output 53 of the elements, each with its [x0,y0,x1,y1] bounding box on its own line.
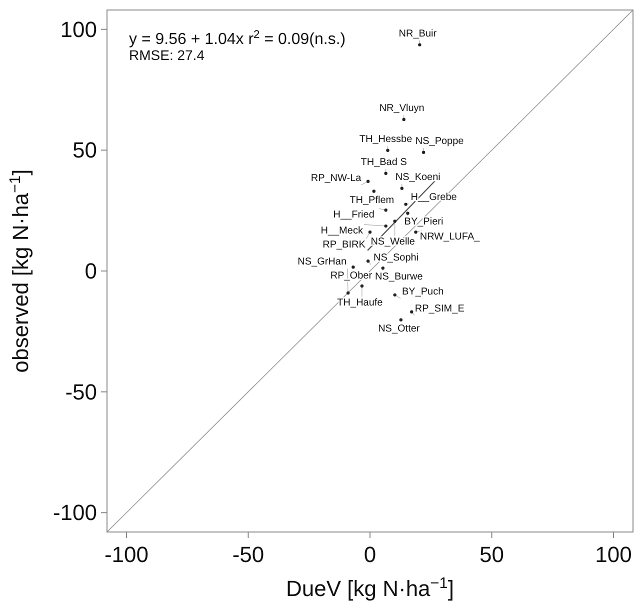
x-tick-label: 50 [480,542,504,567]
annotation: BY_Pieri [404,216,444,228]
x-axis-title: DueV [kg N·ha$^{−1}$] [286,574,454,601]
annotation: NS_Sophi [374,252,419,264]
point [366,180,370,183]
annotation: H__Fried [333,210,374,221]
annotation: TH_Pflem [350,194,394,206]
annotation: RP_Ober [330,270,373,282]
annotation: RMSE: 27.4 [129,47,205,63]
annotation: TH_Bad S [360,156,408,168]
annotation: BY_Puch [402,286,444,298]
point [422,150,426,154]
point [400,186,404,190]
x-tick-label: -50 [232,542,264,567]
y-tick-label: 0 [84,258,97,284]
point [399,318,403,322]
annotation: H__Meck [320,226,364,237]
point [386,148,390,152]
annotation: RP_SIM_E [414,303,465,314]
x-tick-label: 100 [595,542,632,567]
point [384,172,388,175]
point [368,230,372,234]
annotation: TH_Haufe [337,297,384,308]
annotation: NRW_LUFA_ [420,232,480,243]
annotation: y = 9.56 + 1.04x r$^{2}$ = 0.09(n.s.) [129,29,346,48]
x-tick-label: -100 [104,542,149,567]
y-tick-label: -50 [65,379,97,404]
point [352,266,355,269]
annotation: NS_GrHan [298,256,347,268]
annotation: RP_BIRK [322,240,366,251]
annotation: NR_Vluyn [379,102,424,114]
annotation: NS_Poppe [415,136,464,147]
point [393,220,396,223]
annotation: NS_Otter [378,323,420,334]
y-tick-label: -100 [52,500,97,526]
point [384,208,388,212]
point [360,284,364,288]
x-tick-label: 0 [364,542,376,567]
point [410,310,414,314]
point [384,224,388,228]
point [418,43,422,46]
point [414,230,418,234]
annotation: NS_Burwe [375,272,424,283]
annotation: NS_Koeni [395,172,440,183]
y-tick-label: 100 [60,16,97,42]
point [402,118,406,122]
annotation: TH_Hessbe [359,134,413,145]
point [372,190,376,193]
point [346,291,350,295]
annotation: RP_NW-La [310,172,362,184]
point [393,293,396,297]
y-tick-label: 50 [72,138,97,163]
annotation: NR_Buir [398,28,438,40]
